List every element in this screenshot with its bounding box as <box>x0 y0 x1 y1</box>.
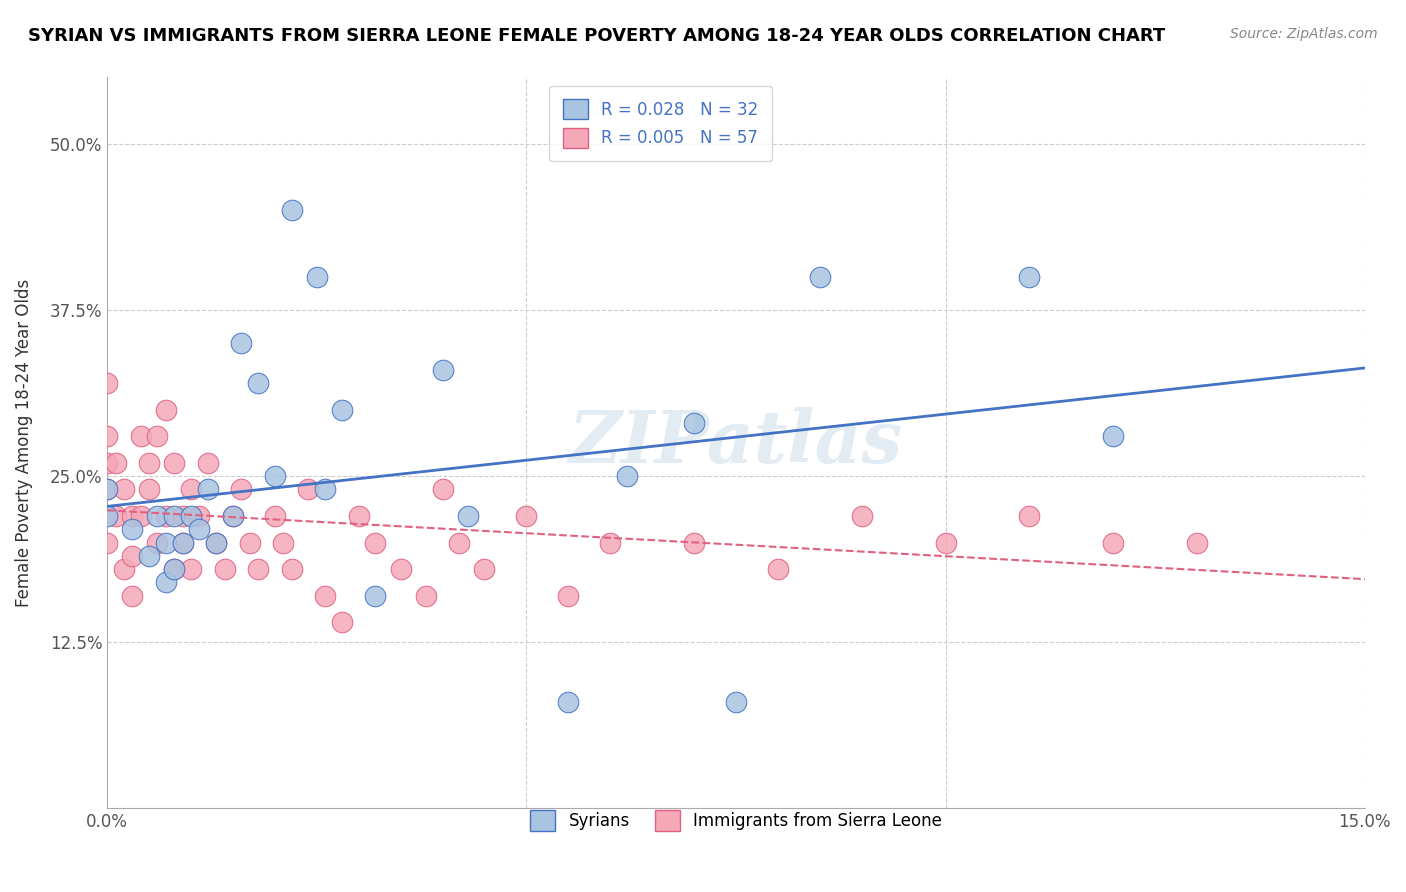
Point <box>146 535 169 549</box>
Point <box>146 509 169 524</box>
Text: SYRIAN VS IMMIGRANTS FROM SIERRA LEONE FEMALE POVERTY AMONG 18-24 YEAR OLDS CORR: SYRIAN VS IMMIGRANTS FROM SIERRA LEONE F… <box>28 27 1166 45</box>
Point <box>231 336 253 351</box>
Point <box>297 483 319 497</box>
Point <box>96 483 118 497</box>
Point <box>557 589 579 603</box>
Point <box>432 363 454 377</box>
Point <box>389 562 412 576</box>
Point <box>314 589 336 603</box>
Point <box>172 535 194 549</box>
Point <box>197 456 219 470</box>
Point <box>205 535 228 549</box>
Point <box>330 615 353 630</box>
Text: Source: ZipAtlas.com: Source: ZipAtlas.com <box>1230 27 1378 41</box>
Point <box>96 376 118 391</box>
Point <box>280 562 302 576</box>
Point <box>1185 535 1208 549</box>
Point <box>415 589 437 603</box>
Point <box>96 483 118 497</box>
Point <box>364 535 387 549</box>
Point <box>96 509 118 524</box>
Point <box>121 589 143 603</box>
Point <box>96 429 118 443</box>
Point <box>280 203 302 218</box>
Point <box>155 575 177 590</box>
Point <box>163 509 186 524</box>
Point <box>231 483 253 497</box>
Point <box>432 483 454 497</box>
Point <box>1102 535 1125 549</box>
Point <box>271 535 294 549</box>
Point <box>808 269 831 284</box>
Text: ZIPatlas: ZIPatlas <box>569 408 903 478</box>
Point <box>138 456 160 470</box>
Point <box>163 562 186 576</box>
Point <box>96 456 118 470</box>
Point <box>138 483 160 497</box>
Point <box>263 469 285 483</box>
Point <box>683 535 706 549</box>
Point <box>851 509 873 524</box>
Point <box>121 522 143 536</box>
Point <box>112 483 135 497</box>
Point <box>457 509 479 524</box>
Y-axis label: Female Poverty Among 18-24 Year Olds: Female Poverty Among 18-24 Year Olds <box>15 279 32 607</box>
Point <box>599 535 621 549</box>
Point <box>222 509 245 524</box>
Point <box>263 509 285 524</box>
Point <box>347 509 370 524</box>
Point <box>155 535 177 549</box>
Point <box>172 509 194 524</box>
Legend: Syrians, Immigrants from Sierra Leone: Syrians, Immigrants from Sierra Leone <box>517 797 955 844</box>
Point <box>96 535 118 549</box>
Point <box>1018 269 1040 284</box>
Point <box>180 483 202 497</box>
Point <box>129 509 152 524</box>
Point <box>515 509 537 524</box>
Point <box>155 402 177 417</box>
Point <box>330 402 353 417</box>
Point <box>247 376 270 391</box>
Point <box>188 509 211 524</box>
Point <box>112 562 135 576</box>
Point <box>197 483 219 497</box>
Point <box>163 562 186 576</box>
Point <box>449 535 471 549</box>
Point <box>138 549 160 563</box>
Point <box>1102 429 1125 443</box>
Point <box>364 589 387 603</box>
Point <box>104 509 127 524</box>
Point <box>155 509 177 524</box>
Point <box>239 535 262 549</box>
Point <box>180 562 202 576</box>
Point <box>172 535 194 549</box>
Point <box>205 535 228 549</box>
Point <box>180 509 202 524</box>
Point <box>766 562 789 576</box>
Point <box>188 522 211 536</box>
Point <box>616 469 638 483</box>
Point <box>222 509 245 524</box>
Point <box>129 429 152 443</box>
Point <box>121 549 143 563</box>
Point <box>314 483 336 497</box>
Point <box>163 456 186 470</box>
Point <box>935 535 957 549</box>
Point <box>104 456 127 470</box>
Point <box>683 416 706 430</box>
Point <box>247 562 270 576</box>
Point <box>474 562 496 576</box>
Point <box>214 562 236 576</box>
Point <box>305 269 328 284</box>
Point <box>1018 509 1040 524</box>
Point <box>557 695 579 709</box>
Point <box>146 429 169 443</box>
Point <box>121 509 143 524</box>
Point <box>724 695 747 709</box>
